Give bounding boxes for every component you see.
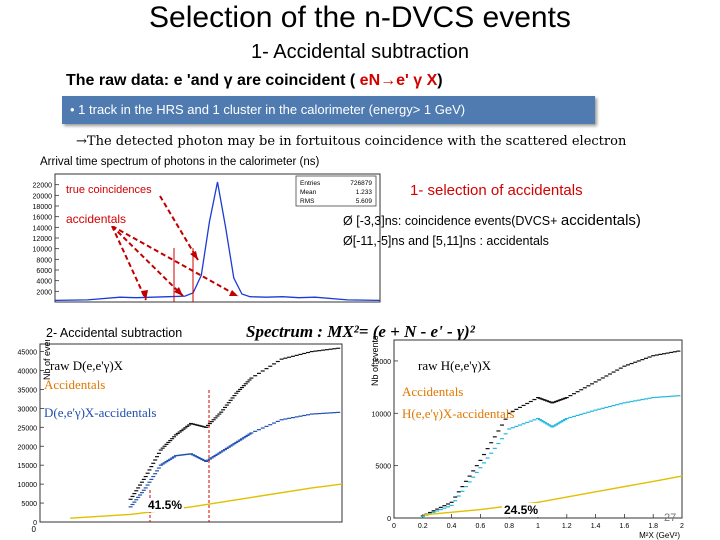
slide-subtitle: 1- Accidental subtraction bbox=[251, 41, 469, 63]
top-y-tick: 10000 bbox=[33, 247, 53, 254]
arrival-time-series bbox=[54, 181, 381, 302]
right-percent: 24.5% bbox=[502, 503, 541, 517]
stats-label: Mean bbox=[300, 189, 317, 196]
right-arrow-icon: → bbox=[76, 134, 87, 149]
y-tick: 5000 bbox=[21, 501, 37, 508]
legend-raw-d: raw D(e,e'γ)X bbox=[50, 358, 124, 373]
reaction-arrow-icon: → bbox=[380, 72, 397, 89]
legend-subtracted-h: H(e,e'γ)X-accidentals bbox=[402, 406, 515, 421]
detected-photon-text: The detected photon may be in fortuitous… bbox=[86, 134, 627, 149]
y-tick: 10000 bbox=[372, 411, 392, 418]
x-tick: 0.6 bbox=[476, 523, 486, 530]
top-y-tick: 14000 bbox=[33, 225, 53, 232]
stats-label: RMS bbox=[300, 198, 315, 205]
arrival-time-histogram: 22000 20000 18000 16000 14000 12000 10000 8000 6… bbox=[33, 173, 381, 303]
raw-data-suffix: ) bbox=[437, 72, 443, 89]
y-tick: 45000 bbox=[18, 350, 38, 357]
accidental-arrow-left bbox=[111, 225, 147, 301]
detected-photon-note: →The detected photon may be in fortuitou… bbox=[76, 134, 626, 149]
subtraction-heading-text: 2- Accidental subtraction bbox=[46, 326, 183, 340]
x-tick: 1.2 bbox=[562, 523, 572, 530]
slide-title: Selection of the n-DVCS events bbox=[149, 1, 571, 34]
stats-box bbox=[295, 175, 377, 207]
top-y-tick: 20000 bbox=[33, 193, 53, 200]
y-tick: 20000 bbox=[18, 444, 38, 451]
x-tick: 2 bbox=[680, 523, 684, 530]
coincidence-arrow bbox=[159, 195, 199, 261]
right-xlabel: M²X (GeV²) bbox=[639, 531, 680, 540]
x-tick: 0.2 bbox=[418, 523, 428, 530]
legend-subtracted-d: D(e,e'γ)X-accidentals bbox=[44, 405, 157, 420]
accidental-arrow-right bbox=[111, 225, 239, 297]
x-tick: 0.8 bbox=[504, 523, 514, 530]
x-tick: 1.6 bbox=[620, 523, 630, 530]
bullet-accidentals: Ø[-11,-5]ns and [5,11]ns : accidentals bbox=[343, 234, 549, 248]
top-y-tick: 18000 bbox=[33, 204, 53, 211]
series-accidentals bbox=[70, 483, 343, 519]
series-accidentals bbox=[422, 475, 683, 516]
stats-label: Entries bbox=[300, 180, 321, 187]
y-tick: 5000 bbox=[375, 464, 391, 471]
left-percent: 41.5% bbox=[146, 498, 185, 512]
bullet2-range: [-11,-5]ns bbox=[352, 234, 405, 248]
x-tick: 1.8 bbox=[648, 523, 658, 530]
y-tick: 25000 bbox=[18, 425, 38, 432]
annot-true-coincidences: true coincidences bbox=[66, 184, 152, 196]
reaction-left: eN bbox=[359, 72, 381, 89]
page-number: 27 bbox=[664, 512, 677, 524]
stats-value: 5.609 bbox=[356, 198, 373, 205]
y-tick: 30000 bbox=[18, 406, 38, 413]
top-y-tick: 4000 bbox=[36, 279, 52, 286]
x-tick: 1.4 bbox=[591, 523, 601, 530]
bullet-arrow-icon: Ø bbox=[343, 214, 353, 228]
raw-data-line: The raw data: e 'and γ are coincident ( … bbox=[66, 72, 443, 90]
accidental-arrow-mid bbox=[111, 225, 184, 297]
y-tick: 15000 bbox=[372, 359, 392, 366]
y-tick: 10000 bbox=[18, 482, 38, 489]
spectrum-formula: Spectrum : MX²= (e + N - e' - γ)² bbox=[246, 322, 475, 341]
raw-data-prefix: The raw data: e 'and γ are coincident ( bbox=[66, 72, 356, 89]
x-tick: 1 bbox=[536, 523, 540, 530]
reaction-right: e' γ X bbox=[396, 72, 438, 89]
y-tick: 0 bbox=[387, 516, 391, 523]
bullet-coincidence: Ø [-3,3]ns: coincidence events(DVCS+ acc… bbox=[343, 212, 641, 229]
top-y-tick: 6000 bbox=[36, 268, 52, 275]
bullet1-text: coincidence events(DVCS+ bbox=[404, 214, 558, 228]
legend-accidentals-h: Accidentals bbox=[402, 384, 464, 399]
bullet1-range: [-3,3]ns: bbox=[356, 214, 402, 228]
bullet-arrow-icon: Ø bbox=[343, 234, 353, 248]
arrival-time-label: Arrival time spectrum of photons in the … bbox=[40, 156, 320, 168]
legend-raw-h: raw H(e,e'γ)X bbox=[418, 358, 492, 373]
deuterium-mx2-chart: Nb of events 45000 40000 35000 30000 25000 20… bbox=[18, 340, 343, 534]
annot-accidentals: accidentals bbox=[66, 212, 127, 226]
bullet1-big: accidentals) bbox=[560, 212, 641, 229]
hydrogen-mx2-chart: Nb of events 15000 10000 5000 0 0 0.2 0.4 0.6 0… bbox=[370, 336, 684, 540]
bullet2-text: and [5,11]ns : accidentals bbox=[408, 234, 549, 248]
stats-value: 726879 bbox=[350, 180, 372, 187]
y-tick: 40000 bbox=[18, 369, 38, 376]
y-tick: 15000 bbox=[18, 463, 38, 470]
stats-value: 1.233 bbox=[356, 189, 373, 196]
left-ylabel: Nb of events bbox=[42, 340, 52, 380]
left-chart-heading: 2- Accidental subtraction bbox=[46, 326, 182, 340]
legend-accidentals-d: Accidentals bbox=[44, 377, 106, 392]
top-y-tick: 16000 bbox=[33, 215, 53, 222]
x-tick: 0.4 bbox=[447, 523, 457, 530]
y-tick: 35000 bbox=[18, 387, 38, 394]
top-y-tick: 22000 bbox=[33, 183, 53, 190]
y-tick: 0 bbox=[33, 520, 37, 527]
top-y-tick: 8000 bbox=[36, 257, 52, 264]
left-x-tick: 0 bbox=[32, 525, 37, 534]
x-tick: 0 bbox=[392, 523, 396, 530]
selection-title: 1- selection of accidentals bbox=[410, 182, 583, 199]
selection-criteria-box: • 1 track in the HRS and 1 cluster in th… bbox=[62, 96, 595, 124]
right-ylabel: Nb of events bbox=[370, 336, 380, 386]
top-y-tick: 12000 bbox=[33, 236, 53, 243]
top-y-tick: 2000 bbox=[36, 289, 52, 296]
